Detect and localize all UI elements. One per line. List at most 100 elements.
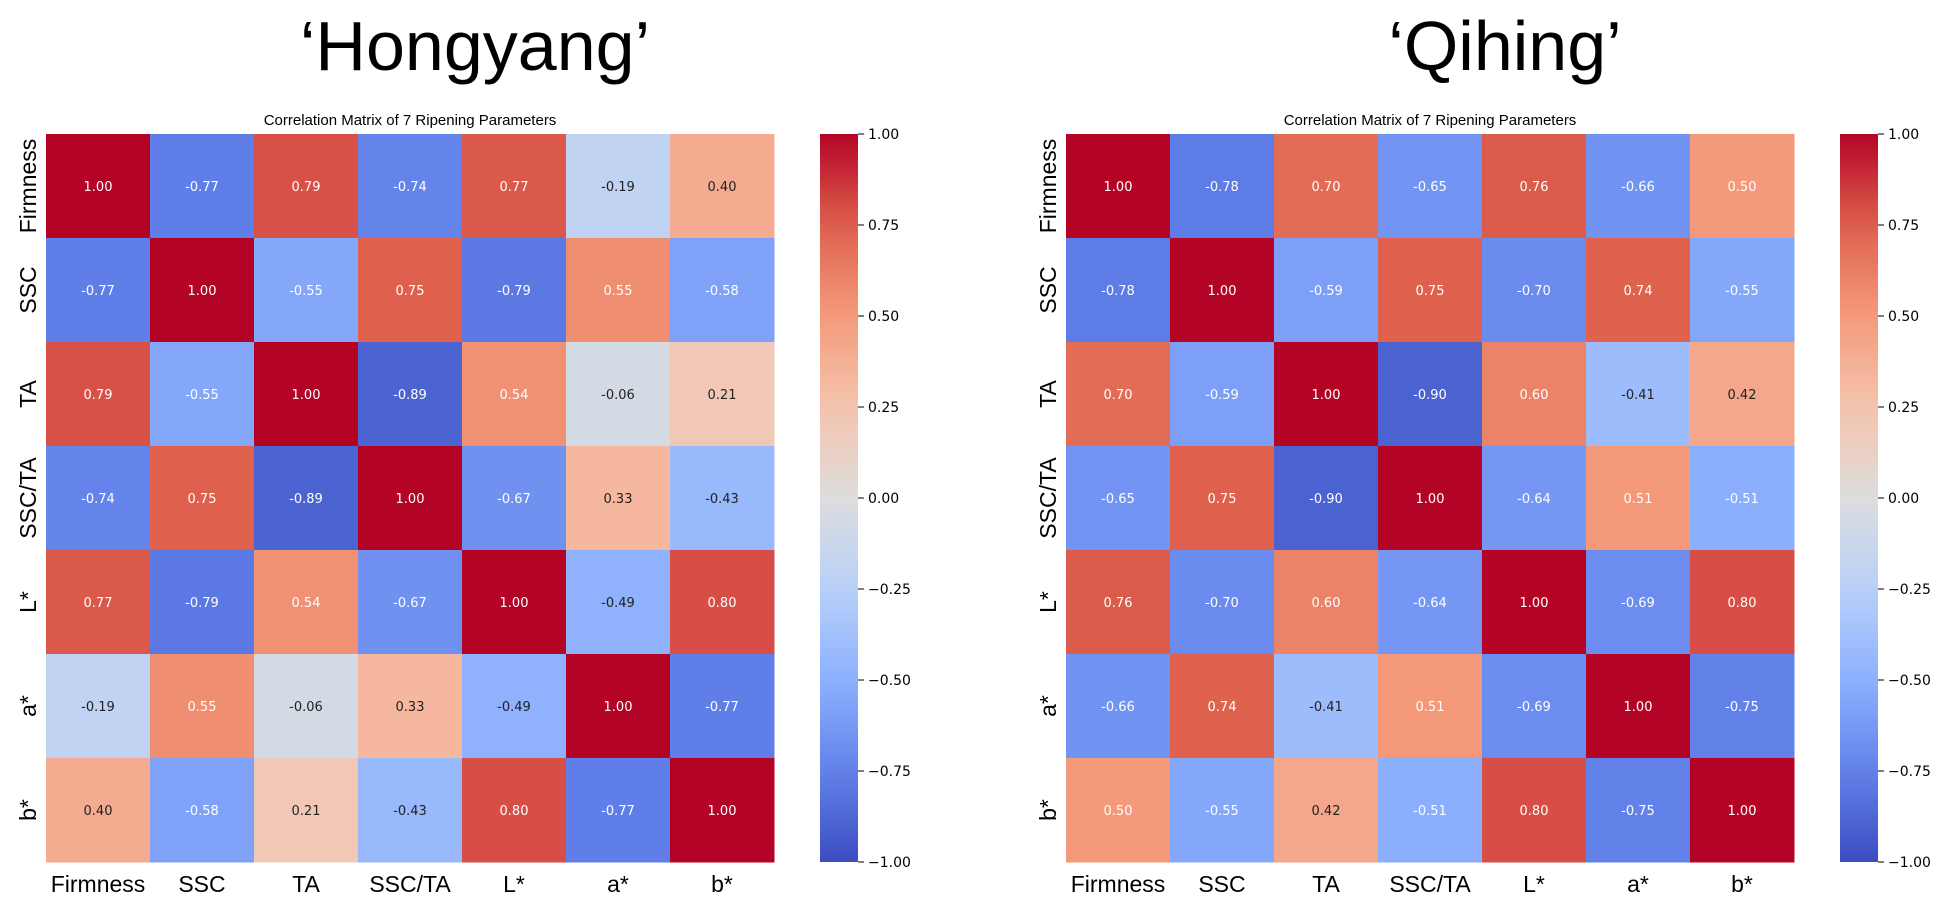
colorbar-tick-label: −0.50 (868, 673, 911, 689)
y-tick-label: a* (1035, 695, 1061, 717)
heatmap-cell (462, 238, 567, 343)
heatmap-cell (1586, 134, 1691, 239)
heatmap-cell (46, 550, 151, 655)
x-tick-label: TA (292, 871, 320, 897)
cell-value-label: -0.59 (1205, 388, 1239, 403)
heatmap-cell (462, 550, 567, 655)
heatmap-cell (254, 238, 359, 343)
x-tick-label: TA (1312, 871, 1340, 897)
heatmap-cell (1690, 238, 1795, 343)
heatmap-cell (1066, 134, 1171, 239)
heatmap-cell (358, 134, 463, 239)
cell-value-label: 1.00 (500, 596, 529, 611)
cell-value-label: 0.76 (1520, 180, 1549, 195)
y-tick-label: TA (1035, 380, 1061, 408)
cell-value-label: 0.40 (708, 180, 737, 195)
heatmap-cell (1170, 342, 1275, 447)
cell-value-label: 0.50 (1728, 180, 1757, 195)
heatmap-cell (1690, 342, 1795, 447)
heatmap-cell (150, 654, 255, 759)
cell-value-label: 0.51 (1416, 700, 1445, 715)
cell-value-label: -0.90 (1309, 492, 1343, 507)
cell-value-label: -0.79 (497, 284, 531, 299)
heatmap-cell (1274, 238, 1379, 343)
cell-value-label: -0.64 (1413, 596, 1447, 611)
cell-value-label: -0.55 (1205, 804, 1239, 819)
heatmap-cell (46, 758, 151, 863)
heatmap-cell (462, 758, 567, 863)
cell-value-label: 1.00 (396, 492, 425, 507)
cell-value-label: -0.64 (1517, 492, 1551, 507)
heatmap-cell (1170, 134, 1275, 239)
heatmap-cell (254, 342, 359, 447)
cell-value-label: 0.55 (188, 700, 217, 715)
cell-value-label: -0.89 (289, 492, 323, 507)
heatmap-cell (1482, 654, 1587, 759)
cell-value-label: 0.50 (1104, 804, 1133, 819)
cell-value-label: 0.75 (188, 492, 217, 507)
heatmap-cell (150, 758, 255, 863)
cell-value-label: -0.19 (81, 700, 115, 715)
heatmap-cell (1274, 654, 1379, 759)
colorbar-tick-label: 0.00 (1888, 491, 1919, 507)
heatmap-cell (462, 134, 567, 239)
heatmap-cell (150, 342, 255, 447)
heatmap-cell (670, 758, 775, 863)
cell-value-label: -0.70 (1205, 596, 1239, 611)
cell-value-label: -0.74 (81, 492, 115, 507)
cell-value-label: 0.80 (1728, 596, 1757, 611)
cell-value-label: -0.65 (1101, 492, 1135, 507)
heatmap-cell (1690, 134, 1795, 239)
heatmap-cell (254, 550, 359, 655)
heatmap-cell (1690, 654, 1795, 759)
heatmap-cell (1170, 758, 1275, 863)
cell-value-label: 0.80 (500, 804, 529, 819)
cell-value-label: -0.69 (1621, 596, 1655, 611)
cell-value-label: -0.55 (289, 284, 323, 299)
heatmap-cell (670, 342, 775, 447)
heatmap-cell (1274, 134, 1379, 239)
cell-value-label: 0.77 (84, 596, 113, 611)
heatmap-cell (1586, 550, 1691, 655)
cell-value-label: 0.70 (1104, 388, 1133, 403)
heatmap-cell (670, 446, 775, 551)
colorbar-tick-label: −0.50 (1888, 673, 1931, 689)
heatmap-cell (1378, 238, 1483, 343)
cell-value-label: -0.70 (1517, 284, 1551, 299)
colorbar-tick-label: −1.00 (868, 855, 911, 871)
cell-value-label: 0.80 (1520, 804, 1549, 819)
heatmap-cell (1274, 342, 1379, 447)
colorbar-tick-label: −0.75 (1888, 764, 1931, 780)
x-tick-label: L* (1523, 871, 1545, 897)
heatmap-cell (1482, 134, 1587, 239)
heatmap-cell (1378, 758, 1483, 863)
heatmap-cell (1274, 550, 1379, 655)
heatmap-cell (1378, 550, 1483, 655)
cell-value-label: -0.77 (705, 700, 739, 715)
cell-value-label: -0.06 (289, 700, 323, 715)
heatmap-cell (254, 134, 359, 239)
heatmap-cell (670, 238, 775, 343)
colorbar-tick-label: 1.00 (1888, 127, 1919, 143)
y-tick-label: SSC (1035, 266, 1061, 313)
x-tick-label: a* (607, 871, 629, 897)
cell-value-label: 1.00 (1728, 804, 1757, 819)
x-tick-label: SSC (1198, 871, 1245, 897)
heatmap-cell (46, 654, 151, 759)
cell-value-label: -0.43 (705, 492, 739, 507)
heatmap-title: Correlation Matrix of 7 Ripening Paramet… (1284, 112, 1577, 129)
cell-value-label: -0.19 (601, 180, 635, 195)
colorbar-tick-label: −0.75 (868, 764, 911, 780)
heatmap-cell (46, 446, 151, 551)
cell-value-label: -0.90 (1413, 388, 1447, 403)
y-tick-label: L* (1035, 591, 1061, 613)
cell-value-label: -0.66 (1621, 180, 1655, 195)
qihing-heatmap: Correlation Matrix of 7 Ripening Paramet… (1035, 112, 1931, 897)
cell-value-label: 1.00 (1624, 700, 1653, 715)
heatmap-cell (1066, 758, 1171, 863)
cell-value-label: -0.59 (1309, 284, 1343, 299)
x-tick-label: Firmness (1071, 871, 1166, 897)
x-tick-label: b* (711, 871, 733, 897)
heatmap-cell (358, 238, 463, 343)
cell-value-label: 1.00 (84, 180, 113, 195)
